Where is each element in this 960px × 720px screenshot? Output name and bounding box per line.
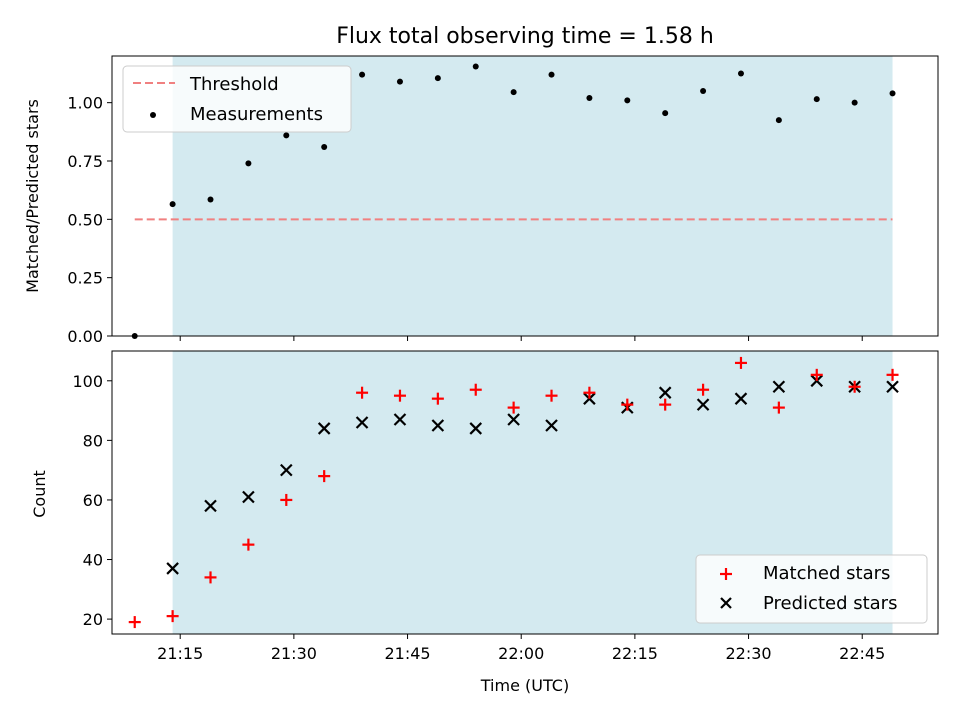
predicted-star-point bbox=[886, 380, 899, 394]
matched-star-point bbox=[697, 383, 710, 396]
matched-star-point bbox=[621, 398, 634, 411]
top-panel: 0.00 0.25 0.50 0.75 1.00 Flux total observin… bbox=[23, 24, 939, 346]
matched-star-point bbox=[848, 380, 861, 393]
measurement-point bbox=[472, 63, 479, 70]
top-ytick-label: 0.50 bbox=[67, 210, 103, 229]
bottom-ytick-label: 60 bbox=[83, 491, 103, 510]
measurement-point bbox=[359, 71, 366, 78]
matched-star-point bbox=[356, 386, 369, 399]
top-ytick-label: 0.00 bbox=[67, 327, 103, 346]
bottom-ytick-label: 80 bbox=[83, 431, 103, 450]
top-ytick-label: 0.75 bbox=[67, 152, 103, 171]
xtick-label: 22:00 bbox=[498, 644, 544, 663]
predicted-star-point bbox=[166, 562, 179, 575]
top-ytick-label: 1.00 bbox=[67, 94, 103, 113]
bottom-ytick-label: 100 bbox=[72, 372, 103, 391]
legend-measurements-swatch bbox=[150, 112, 156, 118]
bottom-y-axis-label: Count bbox=[30, 470, 49, 518]
chart-title: Flux total observing time = 1.58 h bbox=[336, 24, 714, 49]
bottom-panel: 20 40 60 80 100 21:15 21:30 21:45 22:00 22:15 22:… bbox=[30, 350, 939, 695]
measurement-point bbox=[624, 97, 631, 104]
x-axis-label: Time (UTC) bbox=[480, 676, 569, 695]
bottom-legend: Matched stars Predicted stars bbox=[695, 554, 928, 624]
measurement-point bbox=[662, 110, 669, 117]
matched-star-point bbox=[507, 401, 520, 414]
measurement-point bbox=[396, 78, 403, 85]
predicted-star-point bbox=[355, 416, 369, 429]
predicted-star-point bbox=[658, 386, 672, 399]
matched-star-point bbox=[734, 356, 747, 369]
matched-star-point bbox=[128, 616, 141, 629]
top-legend-box bbox=[122, 65, 352, 133]
predicted-star-point bbox=[242, 490, 255, 504]
top-y-axis-label: Matched/Predicted stars bbox=[23, 99, 42, 293]
legend-threshold-label: Threshold bbox=[189, 74, 279, 95]
matched-star-point bbox=[886, 368, 899, 381]
matched-star-point bbox=[469, 383, 482, 396]
matched-star-point bbox=[583, 386, 596, 399]
measurement-point bbox=[245, 160, 252, 167]
matched-star-point bbox=[204, 571, 217, 584]
xtick-label: 21:45 bbox=[384, 644, 430, 663]
bottom-ytick-label: 20 bbox=[83, 610, 103, 629]
bottom-ytick-label: 40 bbox=[83, 551, 103, 570]
matched-star-point bbox=[810, 368, 823, 381]
measurement-point bbox=[510, 89, 517, 96]
measurement-point bbox=[700, 88, 707, 94]
xtick-label: 22:30 bbox=[725, 644, 771, 663]
predicted-star-point bbox=[204, 499, 217, 513]
matched-star-point bbox=[242, 538, 255, 551]
measurement-point bbox=[775, 117, 782, 124]
measurement-point bbox=[207, 196, 214, 203]
xtick-label: 21:15 bbox=[157, 644, 203, 663]
legend-matched-swatch bbox=[720, 568, 732, 580]
bottom-legend-box bbox=[695, 554, 928, 624]
predicted-star-point bbox=[734, 392, 748, 405]
predicted-star-point bbox=[507, 413, 520, 426]
matched-star-point bbox=[772, 401, 785, 414]
xtick-label: 22:15 bbox=[612, 644, 658, 663]
matched-star-point bbox=[659, 398, 672, 411]
xtick-label: 22:45 bbox=[839, 644, 885, 663]
predicted-star-point bbox=[545, 419, 558, 432]
legend-matched-label: Matched stars bbox=[763, 563, 890, 584]
predicted-star-point bbox=[431, 419, 445, 432]
matched-star-point bbox=[166, 610, 179, 623]
bottom-panel-frame bbox=[111, 350, 939, 635]
measurement-point bbox=[283, 132, 290, 139]
measurement-point bbox=[169, 201, 176, 208]
predicted-star-point bbox=[317, 422, 331, 435]
legend-measurements-label: Measurements bbox=[190, 104, 323, 125]
measurement-point bbox=[851, 99, 858, 106]
matched-star-point bbox=[393, 389, 406, 402]
predicted-star-point bbox=[393, 413, 407, 426]
measurement-point bbox=[321, 144, 328, 150]
top-ytick-label: 0.25 bbox=[67, 269, 103, 288]
top-legend: Threshold Measurements bbox=[122, 65, 352, 133]
predicted-star-point bbox=[280, 463, 293, 477]
xtick-label: 21:30 bbox=[271, 644, 317, 663]
top-panel-frame bbox=[111, 55, 939, 337]
predicted-star-point bbox=[696, 398, 710, 411]
predicted-star-point bbox=[772, 380, 786, 394]
measurement-point bbox=[889, 90, 896, 97]
legend-predicted-swatch bbox=[720, 597, 732, 609]
measurement-point bbox=[737, 70, 744, 77]
measurement-point bbox=[548, 71, 555, 78]
measurement-point bbox=[813, 96, 820, 103]
measurement-point bbox=[586, 95, 593, 101]
matched-star-point bbox=[280, 493, 293, 506]
measurement-point bbox=[434, 75, 441, 82]
matched-star-point bbox=[545, 389, 558, 402]
matched-star-point bbox=[431, 392, 444, 405]
matched-star-point bbox=[318, 470, 331, 483]
predicted-star-point bbox=[469, 422, 483, 435]
legend-predicted-label: Predicted stars bbox=[763, 593, 897, 614]
